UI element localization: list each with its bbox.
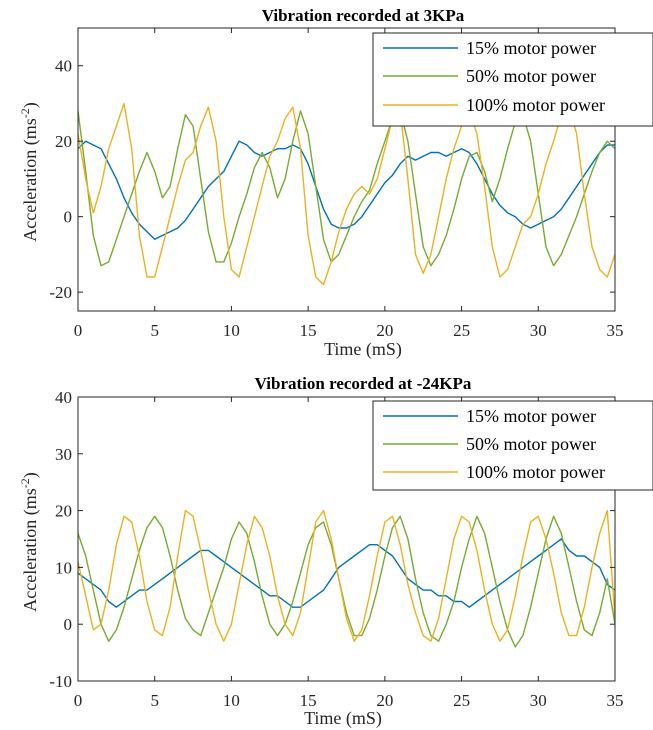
y-tick-label: 40 [55,57,72,76]
y-tick-label: 20 [55,502,72,521]
axes-box [77,396,616,682]
x-tick-label: 15 [300,691,317,710]
series-line-2 [78,509,615,642]
series-line-1 [78,110,615,267]
legend-label-15: 15% motor power [466,406,596,426]
legend-label-15: 15% motor power [466,38,596,58]
y-tick-label: -10 [49,672,72,691]
chart-top-ylabel: Acceleration (ms-2) [18,102,41,241]
x-tick-label: 5 [150,321,159,340]
x-tick-label: 5 [150,691,159,710]
y-tick-label: 40 [55,388,72,407]
chart-top-title: Vibration recorded at 3KPa [262,6,465,25]
y-tick-label: 0 [64,615,73,634]
y-tick-label: 10 [55,558,72,577]
chart-top-ylabel-close: ) [20,102,41,108]
y-tick-label: -20 [49,283,72,302]
x-tick-label: 15 [300,321,317,340]
y-tick-label: 30 [55,445,72,464]
series-line-2 [78,102,615,286]
legend-label-100: 100% motor power [466,95,605,115]
x-tick-label: 0 [74,691,83,710]
chart-bottom-legend: 15% motor power 50% motor power 100% mot… [372,400,653,491]
legend-box [372,32,653,127]
x-tick-label: 30 [530,691,547,710]
x-tick-label: 20 [376,691,393,710]
chart-bottom-ylabel: Acceleration (ms-2) [18,472,41,611]
chart-bottom: Vibration recorded at -24KPa 0 5 10 15 20 25 3… [18,374,653,729]
legend-label-100: 100% motor power [466,462,605,482]
series-line-0 [78,538,615,608]
axes-box [77,27,616,312]
x-tick-label: 25 [453,321,470,340]
x-tick-label: 10 [223,321,240,340]
x-tick-label: 35 [607,321,624,340]
chart-top-ylabel-sup: -2 [18,108,32,118]
x-tick-label: 30 [530,321,547,340]
y-tick-label: 20 [55,132,72,151]
chart-top-ylabel-main: Acceleration (ms [20,118,41,241]
x-tick-label: 10 [223,691,240,710]
chart-top-legend: 15% motor power 50% motor power 100% mot… [372,32,653,127]
chart-top: Vibration recorded at 3KPa 0 5 10 15 20 25 30 3… [18,6,653,360]
chart-bottom-plot [78,509,615,648]
chart-bottom-ylabel-sup: -2 [18,478,32,488]
chart-bottom-ylabel-main: Acceleration (ms [20,488,41,611]
x-tick-label: 0 [74,321,83,340]
chart-top-plot [78,102,615,286]
chart-bottom-xlabel: Time (mS) [304,708,382,729]
chart-bottom-title: Vibration recorded at -24KPa [255,374,472,393]
legend-label-50: 50% motor power [466,434,596,454]
x-tick-label: 25 [453,691,470,710]
series-line-0 [78,140,615,241]
chart-bottom-ylabel-close: ) [20,472,41,478]
chart-top-xlabel: Time (mS) [324,339,402,360]
x-tick-label: 35 [607,691,624,710]
x-tick-label: 20 [376,321,393,340]
y-tick-label: 0 [64,208,73,227]
legend-label-50: 50% motor power [466,66,596,86]
series-line-1 [78,515,615,648]
